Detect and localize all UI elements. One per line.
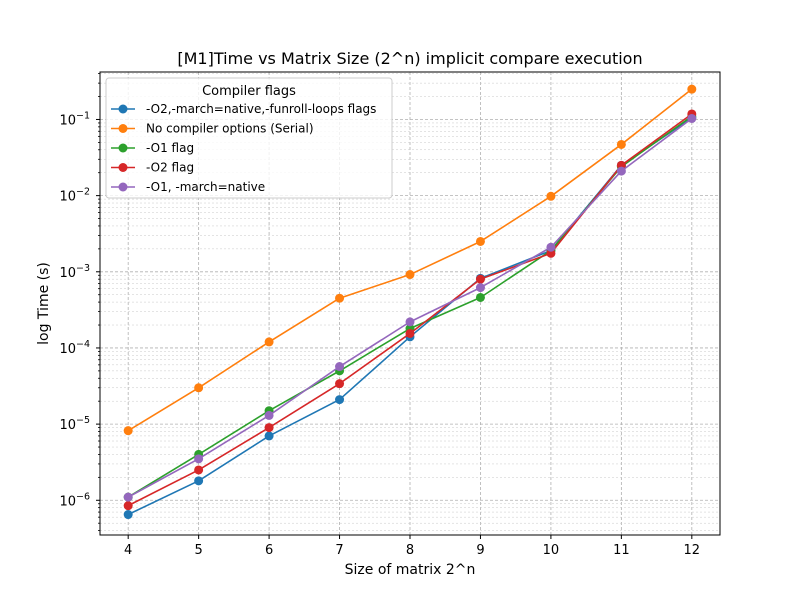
data-point [616, 166, 626, 176]
x-tick-label: 10 [543, 543, 560, 558]
x-tick-label: 8 [406, 543, 414, 558]
series-4 [123, 109, 697, 511]
legend-entry: -O2,-march=native,-funroll-loops flags [111, 102, 376, 116]
data-point [335, 379, 345, 389]
data-point [335, 293, 345, 303]
data-point [687, 84, 697, 94]
legend-label: -O2,-march=native,-funroll-loops flags [146, 102, 376, 116]
legend-label: -O1 flag [146, 141, 194, 155]
data-point [546, 242, 556, 252]
data-point [123, 426, 133, 436]
legend-box [105, 77, 393, 199]
chart-title: [M1]Time vs Matrix Size (2^n) implicit c… [177, 49, 642, 68]
legend-label: -O1, -march=native [146, 180, 265, 194]
legend-entry: -O1, -march=native [111, 180, 265, 194]
x-tick-label: 5 [194, 543, 202, 558]
x-tick-label: 11 [613, 543, 630, 558]
legend-label: No compiler options (Serial) [146, 122, 314, 136]
data-point [405, 270, 415, 280]
x-tick-label: 7 [335, 543, 343, 558]
data-point [123, 492, 133, 502]
data-point [194, 476, 204, 486]
data-point [405, 317, 415, 327]
data-point [475, 274, 485, 284]
series-5 [123, 113, 697, 502]
x-tick-label: 9 [476, 543, 484, 558]
legend-marker [118, 124, 128, 133]
y-tick-label: 10−2 [59, 187, 90, 205]
legend-marker [118, 104, 128, 114]
legend-entry: No compiler options (Serial) [111, 122, 314, 136]
data-point [546, 191, 556, 201]
y-tick-label: 10−3 [59, 263, 90, 281]
y-tick-label: 10−6 [59, 491, 90, 509]
y-axis-label: log Time (s) [36, 262, 52, 345]
legend-entry: -O2 flag [111, 161, 194, 175]
data-point [405, 328, 415, 338]
legend-entries: -O2,-march=native,-funroll-loops flags No… [111, 102, 376, 194]
data-point [123, 501, 133, 511]
legend-marker [118, 143, 128, 153]
data-point [475, 292, 485, 302]
data-point [264, 431, 274, 441]
y-tick-label: 10−1 [59, 110, 90, 128]
data-point [264, 410, 274, 420]
x-tick-label: 4 [124, 543, 132, 558]
legend: Compiler flags -O2,-march=native,-funrol… [105, 77, 393, 199]
legend-entry: -O1 flag [111, 141, 194, 155]
data-point [475, 283, 485, 293]
data-point [194, 454, 204, 464]
data-point [264, 423, 274, 433]
data-point [616, 139, 626, 149]
x-axis-label: Size of matrix 2^n [345, 562, 476, 578]
data-point [123, 510, 133, 520]
series-layer [123, 84, 697, 520]
data-point [335, 395, 345, 405]
y-tick-label: 10−5 [59, 415, 90, 433]
y-tick-label: 10−4 [59, 339, 90, 357]
legend-title: Compiler flags [202, 84, 296, 99]
data-point [194, 465, 204, 475]
axis-ticks: 4 5 6 7 8 9 10 11 12 10−6 10−5 10−4 10−3 10−2 10−1 [59, 73, 701, 558]
legend-label: -O2 flag [146, 161, 194, 175]
data-point [335, 362, 345, 372]
legend-marker [118, 163, 128, 172]
series-2 [123, 84, 697, 436]
data-point [194, 383, 204, 393]
data-point [475, 236, 485, 246]
legend-marker [118, 182, 128, 192]
data-point [264, 337, 274, 347]
data-point [687, 113, 697, 123]
x-tick-label: 12 [684, 543, 701, 558]
x-tick-label: 6 [265, 543, 273, 558]
